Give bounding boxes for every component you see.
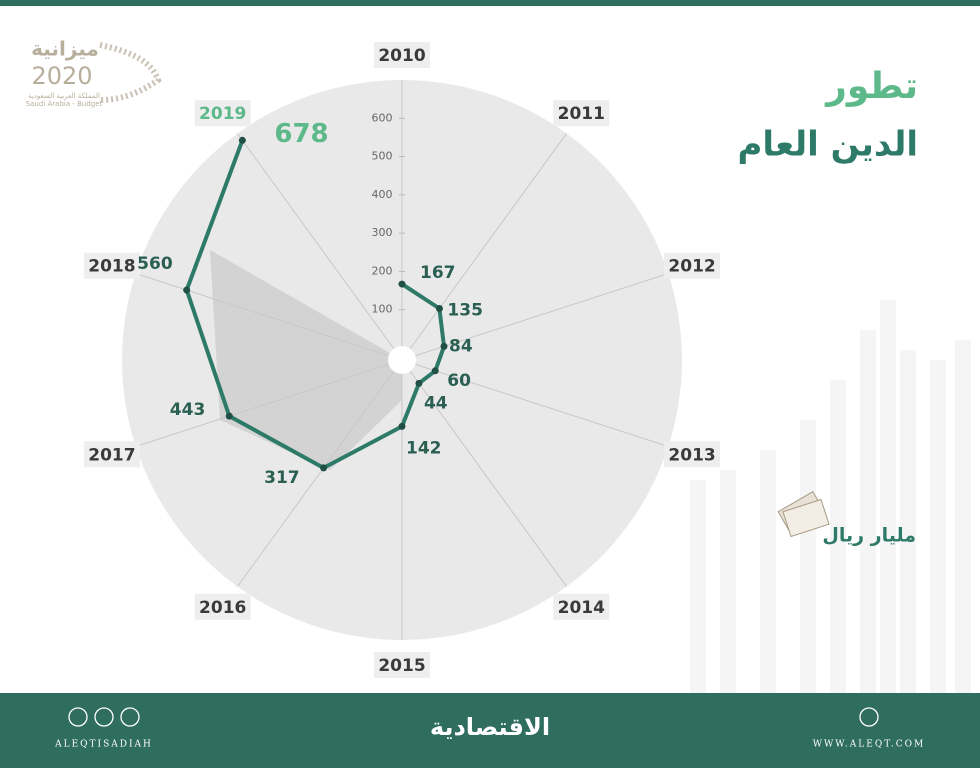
category-box (83, 252, 140, 279)
footer-brand: الاقتصادية (430, 713, 550, 741)
logo-name: ميزانية (31, 37, 99, 61)
bg-bar (690, 480, 706, 693)
footer-bar (0, 693, 980, 768)
bg-bar (930, 360, 946, 693)
data-point (320, 464, 328, 472)
footer-handle: ALEQTISADIAH (54, 740, 153, 750)
bg-bar (760, 450, 776, 693)
data-point (440, 342, 448, 350)
category-box (194, 593, 251, 620)
spoke (401, 359, 669, 448)
category-box (664, 441, 721, 468)
data-label: 142 (406, 438, 442, 458)
photo-area (210, 250, 402, 470)
category-label: 2012 (668, 257, 715, 277)
category-box (83, 441, 140, 468)
spoke (401, 133, 567, 361)
footer-website: WWW.ALEQT.COM (813, 740, 925, 750)
category-label: 2014 (558, 598, 605, 618)
data-label: 560 (137, 254, 173, 274)
bg-bar (955, 340, 971, 693)
bg-bar (830, 380, 846, 693)
category-label: 2011 (558, 104, 605, 124)
data-point (238, 136, 246, 144)
category-label: 2010 (378, 46, 425, 66)
category-label: 2019 (199, 104, 246, 124)
data-label: 44 (424, 393, 448, 413)
data-point (225, 412, 233, 420)
background-decoration (690, 300, 971, 693)
logo: ميزانية 2020 المملكة العربية السعودية Sa… (26, 37, 162, 108)
logo-caption-en: Saudi Arabia - Budget (26, 100, 103, 108)
category-label: 2013 (668, 445, 715, 465)
data-point (398, 422, 406, 430)
chart-subtitle: الدين العام (737, 125, 918, 165)
category-label: 2018 (88, 257, 135, 277)
data-label: 84 (449, 336, 473, 356)
data-point (398, 280, 406, 288)
spoke (401, 359, 567, 587)
category-label: 2016 (199, 598, 246, 618)
bg-bar (900, 350, 916, 693)
category-box (374, 42, 430, 68)
spoke (135, 359, 403, 448)
bg-bar (720, 470, 736, 693)
data-label: 443 (170, 400, 206, 420)
logo-caption-ar: المملكة العربية السعودية (28, 92, 100, 100)
top-bar (0, 0, 980, 6)
r-tick-label: 100 (372, 303, 393, 316)
r-tick-label: 300 (372, 226, 393, 239)
social-icons (68, 707, 879, 727)
bg-bar (800, 420, 816, 693)
data-point (435, 304, 443, 312)
unit-label: مليار ريال (822, 525, 916, 547)
spoke (135, 272, 403, 361)
chart-title: تطور (824, 66, 918, 107)
category-box (664, 252, 721, 279)
spoke (237, 133, 403, 361)
category-box (374, 652, 430, 678)
radar-line (184, 139, 446, 470)
data-point (183, 286, 191, 294)
category-label: 2015 (378, 656, 425, 676)
logo-mark (99, 42, 162, 103)
bg-bar (860, 330, 876, 693)
radar-plot: 100 200 300 400 500 600 2010 2011 2012 2013 2014 20… (83, 42, 721, 678)
r-tick-label: 200 (372, 264, 393, 277)
data-point (431, 367, 439, 375)
r-tick-label: 400 (372, 188, 393, 201)
category-box (553, 100, 610, 127)
spoke (237, 359, 403, 587)
data-label: 317 (264, 468, 300, 488)
bg-bar (880, 300, 896, 693)
data-label: 135 (447, 300, 483, 320)
center-hole (388, 346, 416, 374)
data-label: 678 (274, 119, 328, 149)
data-label: 60 (447, 371, 471, 391)
category-label: 2017 (88, 445, 135, 465)
r-tick-label: 500 (372, 150, 393, 163)
category-box (194, 100, 251, 127)
data-label: 167 (420, 263, 456, 283)
data-point (415, 379, 423, 387)
unit-icon (777, 491, 830, 538)
r-tick-label: 600 (372, 111, 393, 124)
logo-year: 2020 (31, 62, 92, 90)
category-box (553, 593, 610, 620)
